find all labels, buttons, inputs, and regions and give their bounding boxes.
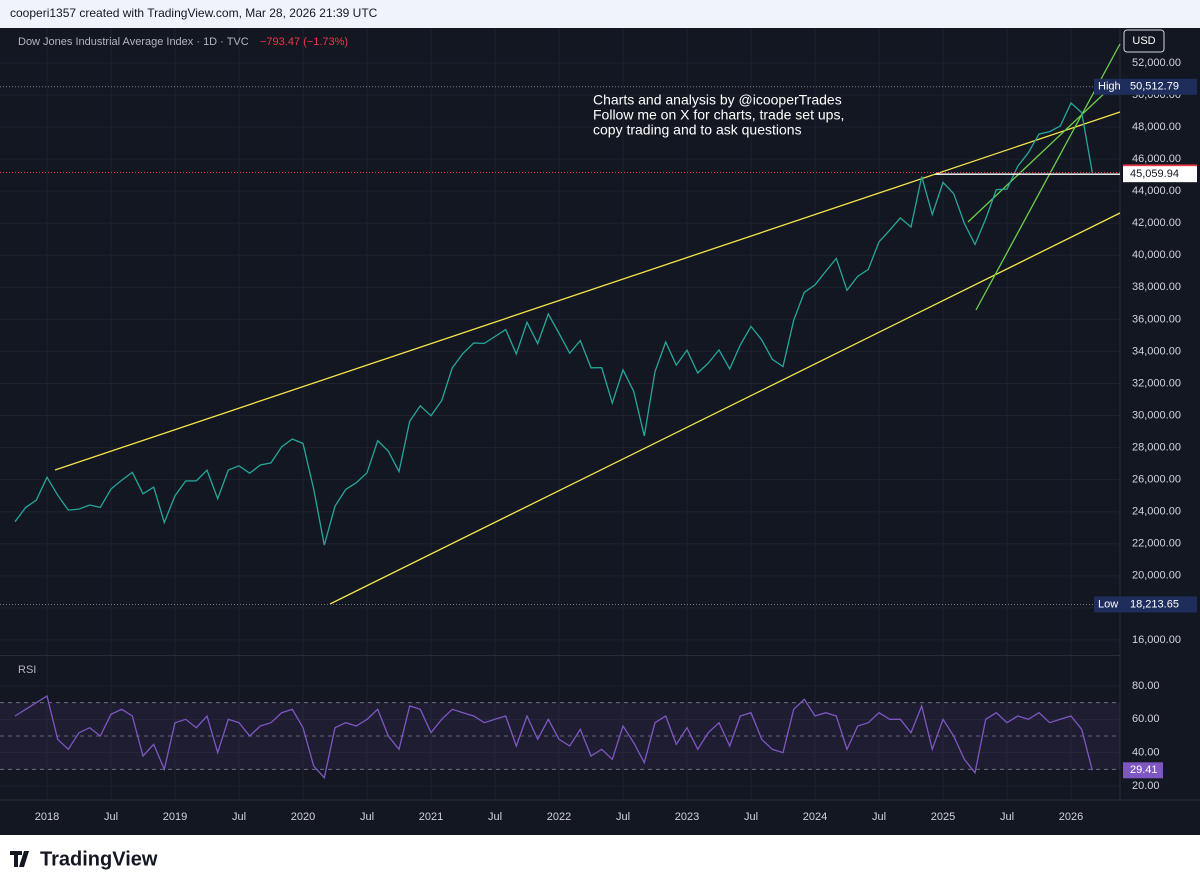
price-label: 50,512.79 — [1130, 81, 1179, 93]
x-tick-label: 2018 — [35, 811, 59, 823]
logo-icon — [10, 851, 29, 867]
logo-text: TradingView — [40, 848, 158, 870]
x-tick-label: Jul — [232, 811, 246, 823]
top-bar — [0, 0, 1200, 28]
marker-name: Low — [1098, 598, 1118, 610]
trendline — [54, 111, 1121, 471]
symbol-title: Dow Jones Industrial Average Index · 1D … — [18, 36, 249, 48]
y-tick-label: 30,000.00 — [1132, 409, 1181, 421]
y-tick-label: 36,000.00 — [1132, 313, 1181, 325]
x-tick-label: 2022 — [547, 811, 571, 823]
x-tick-label: Jul — [1000, 811, 1014, 823]
pane-separator — [0, 655, 1120, 656]
x-tick-label: 2019 — [163, 811, 187, 823]
y-tick-label: 42,000.00 — [1132, 217, 1181, 229]
y-tick-label: 20.00 — [1132, 780, 1160, 792]
y-tick-label: 16,000.00 — [1132, 634, 1181, 646]
rsi-title: RSI — [18, 664, 36, 676]
x-tick-label: Jul — [872, 811, 886, 823]
x-tick-label: Jul — [104, 811, 118, 823]
y-tick-label: 26,000.00 — [1132, 474, 1181, 486]
price-label-box — [1123, 166, 1197, 183]
chart-background — [0, 28, 1200, 835]
y-tick-label: 22,000.00 — [1132, 538, 1181, 550]
y-tick-label: 46,000.00 — [1132, 153, 1181, 165]
y-tick-label: 52,000.00 — [1132, 57, 1181, 69]
marker-name-box — [1094, 78, 1124, 95]
x-tick-label: 2021 — [419, 811, 443, 823]
x-tick-label: Jul — [488, 811, 502, 823]
y-tick-label: 80.00 — [1132, 680, 1160, 692]
currency-button[interactable] — [1123, 29, 1165, 53]
price-label-box — [1123, 78, 1197, 95]
series-line — [14, 694, 1093, 780]
footer — [0, 835, 1200, 886]
x-tick-label: Jul — [616, 811, 630, 823]
y-tick-label: 40,000.00 — [1132, 249, 1181, 261]
rsi-label: 29.41 — [1130, 764, 1158, 776]
price-label-box — [1123, 596, 1197, 613]
price-change: −793.47 (−1.73%) — [260, 36, 348, 48]
marker-name-box — [1094, 596, 1124, 613]
x-tick-label: 2024 — [803, 811, 827, 823]
annotation: Charts and analysis by @icooperTrades — [593, 92, 842, 108]
trendline — [967, 87, 1111, 223]
x-tick-label: 2020 — [291, 811, 315, 823]
price-label: 45,059.94 — [1130, 168, 1179, 180]
x-tick-label: 2025 — [931, 811, 955, 823]
y-tick-label: 48,000.00 — [1132, 121, 1181, 133]
y-tick-label: 32,000.00 — [1132, 377, 1181, 389]
y-tick-label: 28,000.00 — [1132, 442, 1181, 454]
y-tick-label: 24,000.00 — [1132, 506, 1181, 518]
y-tick-label: 20,000.00 — [1132, 570, 1181, 582]
y-tick-label: 44,000.00 — [1132, 185, 1181, 197]
currency: USD — [1132, 35, 1155, 47]
x-tick-label: 2026 — [1059, 811, 1083, 823]
marker-name: High — [1098, 81, 1121, 93]
trendline — [329, 212, 1121, 605]
x-tick-label: 2023 — [675, 811, 699, 823]
annotation: Follow me on X for charts, trade set ups… — [593, 107, 844, 123]
x-tick-label: Jul — [744, 811, 758, 823]
logo: TradingView — [10, 848, 158, 870]
rsi-label-box — [1123, 762, 1163, 779]
grid — [0, 28, 1120, 800]
price-label: 18,213.65 — [1130, 598, 1179, 610]
y-tick-label: 34,000.00 — [1132, 345, 1181, 357]
series-line — [14, 101, 1093, 546]
header: cooperi1357 created with TradingView.com… — [10, 6, 378, 20]
y-tick-label: 38,000.00 — [1132, 281, 1181, 293]
annotation: copy trading and to ask questions — [593, 122, 802, 138]
y-tick-label: 60.00 — [1132, 713, 1160, 725]
y-tick-label: 40.00 — [1132, 747, 1160, 759]
x-tick-label: Jul — [360, 811, 374, 823]
